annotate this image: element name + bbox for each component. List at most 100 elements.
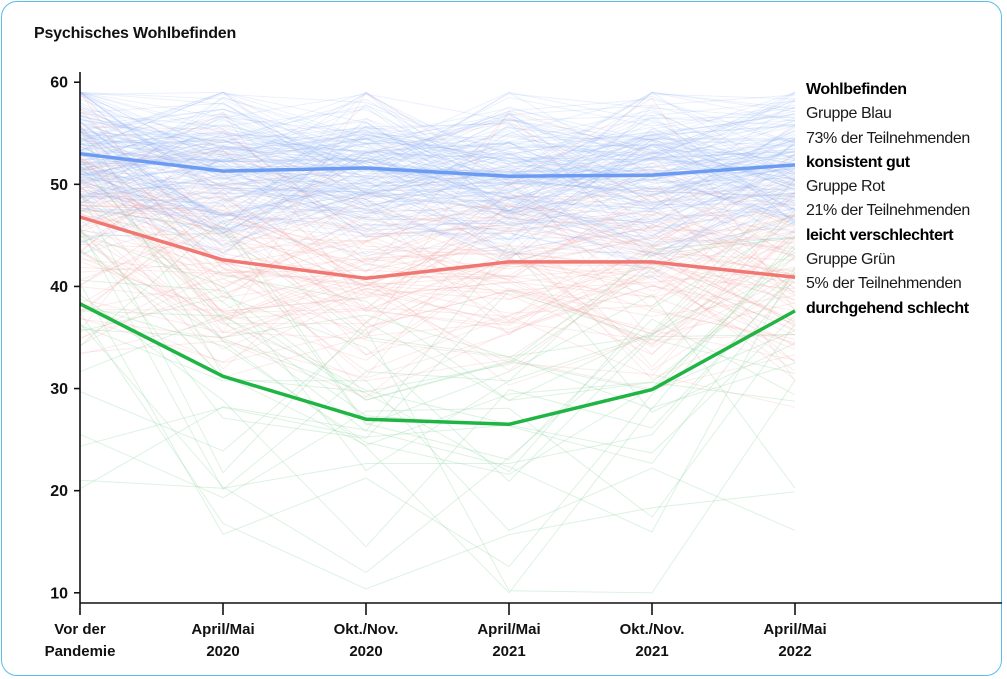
trajectory-blue [79, 145, 796, 204]
trajectory-red [79, 92, 796, 234]
legend-group-blue-name: Gruppe Blau [806, 105, 892, 123]
trajectory-red [79, 191, 796, 302]
trajectory-blue [79, 93, 796, 171]
trajectory-red [79, 168, 796, 342]
trajectory-red [79, 112, 796, 310]
trajectory-red [79, 110, 796, 340]
trajectory-blue [79, 127, 796, 190]
trajectory-blue [79, 134, 796, 230]
trajectory-green [79, 274, 796, 548]
trajectory-blue [79, 181, 796, 252]
trajectory-blue [79, 130, 796, 215]
trajectory-red [79, 178, 796, 332]
trajectory-blue [79, 160, 796, 253]
trajectory-blue [79, 125, 796, 165]
trajectory-blue [79, 119, 796, 255]
trajectory-blue [79, 156, 796, 253]
trajectory-blue [79, 91, 796, 231]
trajectory-blue [79, 126, 796, 255]
trajectory-green [79, 323, 796, 518]
trajectory-blue [79, 91, 796, 257]
trajectory-blue [79, 129, 796, 176]
trajectory-green [79, 209, 796, 358]
trajectory-red [79, 91, 796, 334]
trajectory-blue [79, 105, 796, 226]
trajectory-red [79, 195, 796, 289]
trajectory-red [79, 206, 796, 312]
trajectory-red [79, 92, 796, 298]
trajectory-red [80, 258, 796, 348]
trajectory-blue [79, 131, 796, 224]
trajectory-red [79, 152, 796, 273]
trajectory-red [79, 185, 796, 335]
trajectory-red [79, 163, 796, 380]
trajectory-green [79, 255, 796, 475]
trajectory-blue [79, 110, 796, 232]
trajectory-blue [79, 168, 796, 221]
trajectory-green [79, 328, 796, 594]
trajectory-blue [79, 149, 796, 234]
trajectory-blue [79, 131, 796, 221]
legend-group-blue-description: konsistent gut [806, 153, 910, 171]
trajectory-blue [79, 114, 796, 214]
trajectory-blue [79, 91, 796, 210]
trajectory-red [79, 219, 796, 379]
trajectory-green [79, 272, 796, 489]
trajectory-green [79, 233, 796, 439]
trajectory-blue [79, 96, 796, 206]
trajectory-red [79, 192, 796, 277]
trajectory-red [79, 145, 796, 310]
x-tick-label: Vor der Pandemie [45, 621, 116, 660]
trajectory-blue [79, 159, 796, 242]
trajectory-red [79, 236, 796, 330]
trajectory-blue [79, 145, 796, 207]
trajectory-blue [79, 164, 796, 244]
trajectory-blue [79, 96, 796, 171]
trajectory-blue [79, 91, 796, 219]
trajectory-blue [79, 91, 796, 183]
trajectory-blue [79, 153, 796, 233]
trajectory-blue [79, 118, 796, 169]
trajectory-red [79, 126, 796, 378]
trajectory-blue [79, 120, 796, 212]
trajectory-blue [79, 123, 796, 211]
trajectory-blue [79, 98, 796, 186]
trajectory-red [79, 214, 796, 355]
y-tick-label: 30 [50, 381, 68, 398]
legend-group-green-share: 5% der Teilnehmenden [806, 275, 962, 293]
trajectory-red [79, 196, 796, 361]
trajectory-blue [79, 134, 796, 214]
trajectory-blue [79, 142, 796, 192]
trajectory-red [79, 192, 796, 300]
trajectory-blue [79, 139, 796, 178]
trajectory-green [79, 219, 796, 461]
trajectory-blue [79, 91, 796, 203]
trajectory-red [79, 172, 796, 381]
trajectory-blue [79, 151, 796, 244]
trajectory-blue [79, 134, 796, 255]
trajectory-blue [79, 91, 796, 192]
trajectory-blue [79, 122, 796, 225]
trajectory-blue [79, 141, 796, 197]
trajectory-blue [79, 168, 796, 241]
trajectory-red [79, 153, 796, 321]
x-tick-label: Okt./Nov. 2021 [620, 621, 685, 660]
trajectory-blue [79, 91, 796, 146]
trajectory-blue [79, 108, 796, 148]
trajectory-red [79, 172, 796, 382]
trajectory-red [79, 126, 796, 350]
trajectory-blue [79, 91, 796, 173]
trajectory-red [79, 167, 796, 314]
trajectory-red [79, 185, 796, 347]
trajectory-blue [79, 91, 796, 178]
legend-group-red-name: Gruppe Rot [806, 178, 885, 196]
trajectory-blue [79, 170, 796, 255]
trajectory-red [79, 216, 796, 319]
trajectory-blue [79, 141, 796, 235]
trajectory-blue [79, 93, 796, 177]
trajectory-blue [79, 150, 796, 226]
trajectory-blue [79, 91, 796, 217]
trajectory-blue [79, 118, 796, 186]
trajectory-blue [79, 143, 796, 215]
